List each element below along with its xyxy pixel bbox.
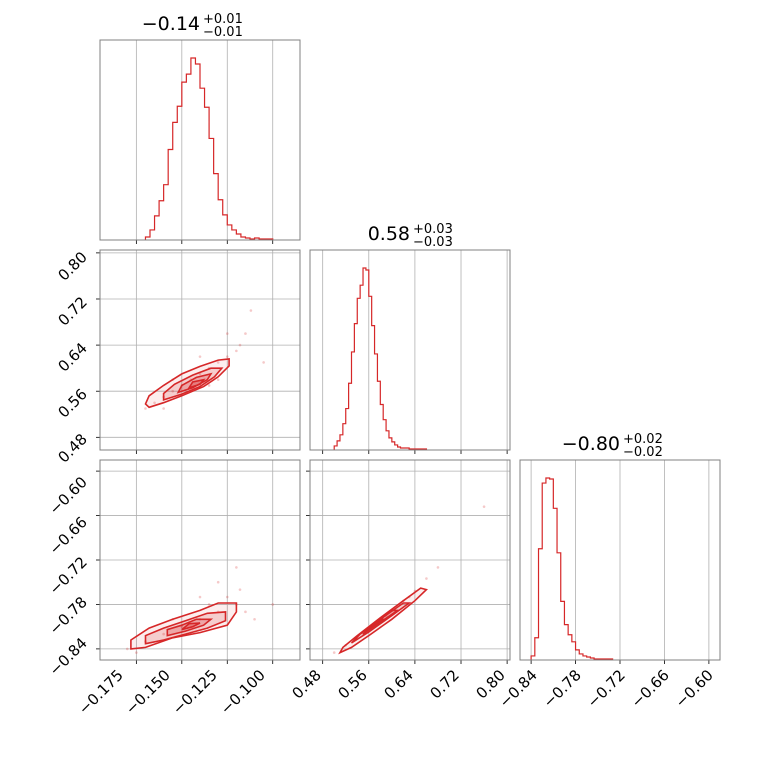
x-tick-label: 0.64 bbox=[380, 666, 416, 702]
joint-p1-p3 bbox=[125, 566, 275, 654]
contour-level bbox=[187, 378, 206, 390]
sample-point bbox=[238, 588, 242, 591]
panel-title-p1: −0.14 bbox=[142, 13, 200, 35]
x-tick-label: −0.100 bbox=[217, 666, 269, 718]
sample-point bbox=[135, 651, 138, 654]
sample-point bbox=[171, 389, 175, 393]
panel-title-p2-plus: +0.03 bbox=[413, 222, 453, 237]
y-tick-label: −0.72 bbox=[46, 553, 91, 598]
panel-grid bbox=[96, 460, 300, 664]
sample-point bbox=[225, 595, 229, 599]
sample-point bbox=[244, 610, 247, 614]
histogram-p1 bbox=[144, 57, 274, 240]
panel-title-p3-minus: −0.02 bbox=[623, 445, 663, 460]
panel-frame bbox=[309, 459, 511, 661]
y-ticklabels-row2: 0.48 0.56 0.64 0.72 0.80 bbox=[54, 248, 90, 466]
y-tick-label: 0.72 bbox=[54, 293, 90, 329]
contour-level bbox=[371, 618, 386, 628]
x-tick-label: −0.66 bbox=[628, 666, 673, 711]
contour-level bbox=[181, 622, 201, 631]
contour-level bbox=[362, 609, 401, 635]
sample-point bbox=[144, 407, 147, 410]
panel-title-p2: 0.58 bbox=[368, 223, 410, 245]
panel-title-p2-minus: −0.03 bbox=[413, 235, 453, 250]
panel-grid bbox=[322, 250, 508, 454]
sample-point bbox=[425, 577, 428, 580]
histogram-p2 bbox=[333, 267, 428, 450]
y-tick-label: −0.84 bbox=[46, 634, 91, 679]
joint-p2-p3 bbox=[332, 505, 486, 655]
sample-point bbox=[253, 617, 256, 621]
x-ticklabels-p2: 0.48 0.56 0.64 0.72 0.80 bbox=[288, 666, 508, 702]
sample-point bbox=[235, 566, 238, 569]
sample-point bbox=[125, 647, 129, 651]
contour-level bbox=[176, 372, 213, 394]
panel-grid bbox=[135, 40, 274, 244]
sample-point bbox=[216, 378, 220, 381]
sample-point bbox=[198, 355, 202, 358]
sample-point bbox=[225, 355, 229, 358]
sample-point bbox=[162, 407, 165, 410]
panel-grid bbox=[306, 460, 510, 664]
sample-point bbox=[271, 603, 275, 606]
sample-point bbox=[482, 505, 486, 508]
x-tick-label: −0.175 bbox=[75, 666, 127, 718]
panel-title-p1-minus: −0.01 bbox=[203, 25, 243, 40]
sample-point bbox=[235, 349, 238, 353]
sample-point bbox=[238, 343, 242, 347]
x-ticklabels-p1: −0.175 −0.150 −0.125 −0.100 bbox=[75, 666, 269, 718]
joint-p1-p2 bbox=[144, 309, 265, 410]
sample-point bbox=[262, 361, 265, 364]
y-tick-label: 0.64 bbox=[54, 339, 90, 375]
sample-point bbox=[244, 332, 247, 335]
x-tick-label: 0.48 bbox=[288, 666, 324, 702]
x-tick-label: −0.125 bbox=[169, 666, 221, 718]
sample-point bbox=[225, 332, 229, 335]
y-tick-label: −0.66 bbox=[46, 513, 91, 558]
sample-point bbox=[207, 384, 211, 387]
x-tick-label: −0.60 bbox=[672, 666, 717, 711]
y-ticklabels-row3: −0.84 −0.78 −0.72 −0.66 −0.60 bbox=[46, 473, 91, 679]
sample-point bbox=[207, 603, 211, 606]
sample-point bbox=[249, 309, 253, 312]
panel-title-p3-plus: +0.02 bbox=[623, 432, 663, 447]
histogram-p3 bbox=[530, 477, 614, 660]
panel-grid bbox=[96, 250, 300, 454]
y-tick-label: 0.48 bbox=[54, 430, 90, 466]
panel-grid bbox=[530, 460, 710, 664]
x-tick-label: −0.150 bbox=[122, 666, 174, 718]
panel-frame bbox=[99, 249, 301, 451]
x-tick-label: 0.72 bbox=[426, 666, 462, 702]
sample-point bbox=[162, 632, 165, 636]
panel-frame bbox=[99, 459, 301, 661]
panel-frame bbox=[309, 249, 511, 451]
panel-title-p3: −0.80 bbox=[562, 433, 620, 455]
y-tick-label: 0.80 bbox=[54, 248, 90, 284]
sample-point bbox=[436, 566, 440, 569]
sample-point bbox=[216, 361, 220, 364]
sample-point bbox=[153, 401, 156, 405]
panel-title-p1-plus: +0.01 bbox=[203, 12, 243, 27]
panel-frame bbox=[99, 39, 301, 241]
panel-frame bbox=[519, 459, 721, 661]
sample-point bbox=[216, 580, 220, 584]
y-tick-label: −0.60 bbox=[46, 473, 91, 518]
sample-point bbox=[332, 651, 336, 654]
x-tick-label: −0.78 bbox=[540, 666, 585, 711]
y-tick-label: −0.78 bbox=[46, 593, 91, 638]
y-tick-label: 0.56 bbox=[54, 385, 90, 421]
x-tick-label: 0.56 bbox=[334, 666, 370, 702]
sample-point bbox=[198, 595, 202, 599]
x-ticklabels-p3: −0.84 −0.78 −0.72 −0.66 −0.60 bbox=[496, 666, 717, 711]
x-tick-label: −0.72 bbox=[584, 666, 629, 711]
